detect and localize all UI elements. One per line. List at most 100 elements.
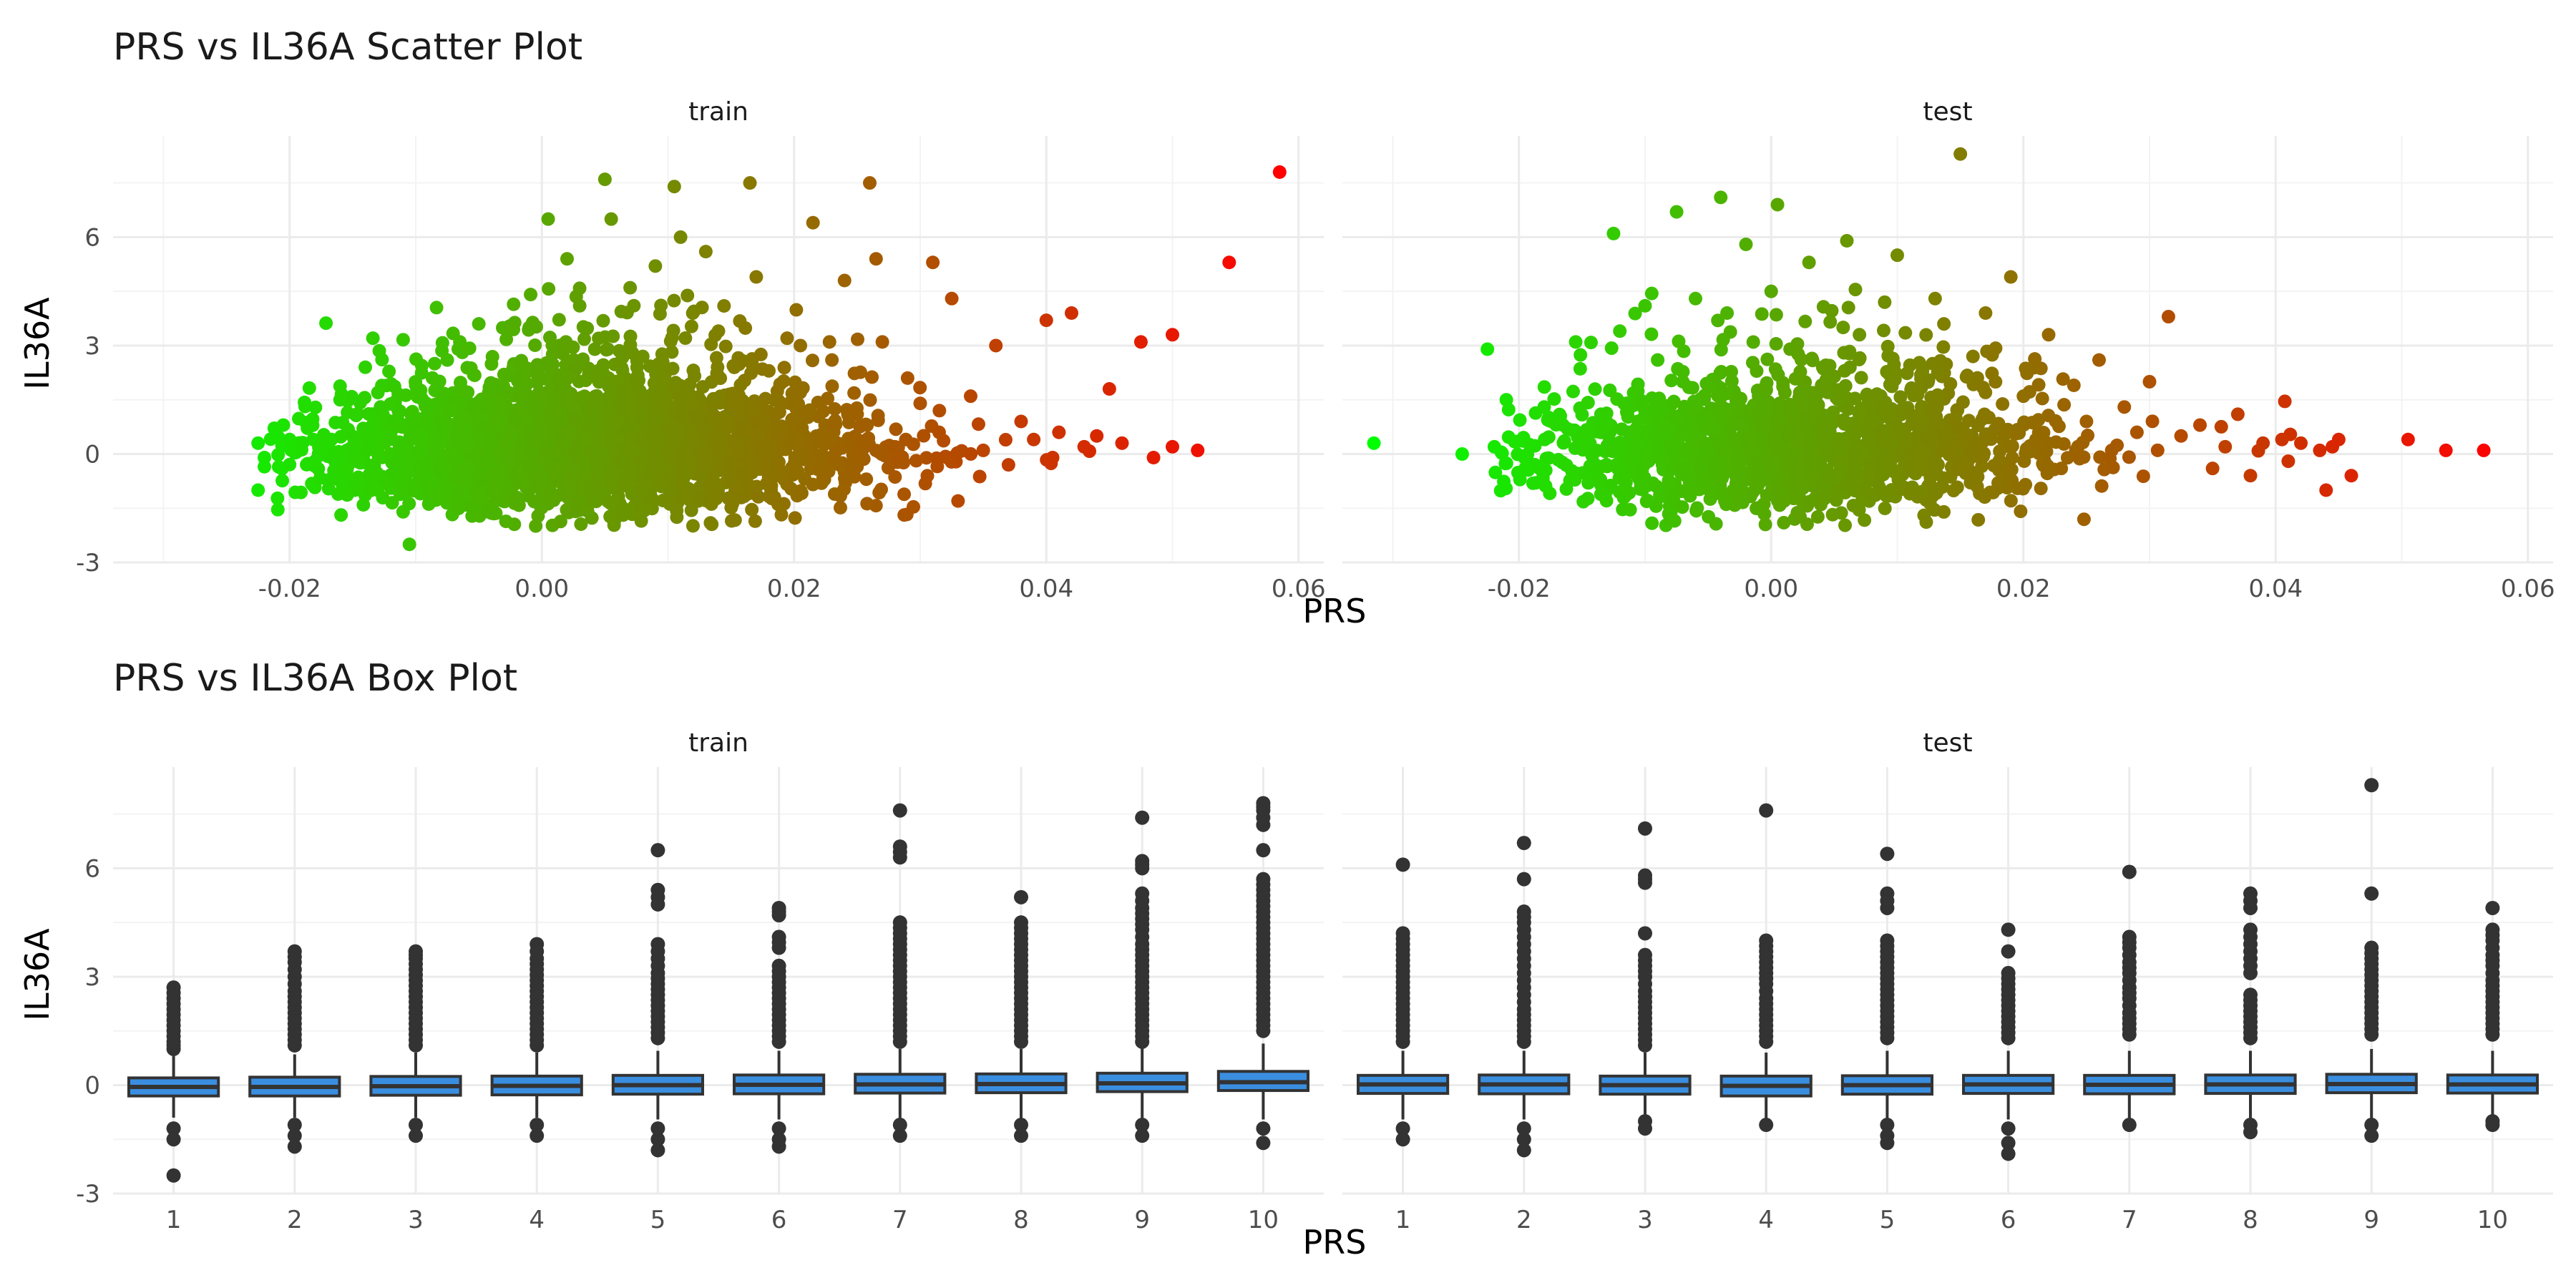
scatter-point <box>1843 360 1857 374</box>
scatter-point <box>1697 436 1712 450</box>
scatter-point <box>1933 353 1948 368</box>
scatter-point <box>345 389 359 404</box>
x-tick-label: 0.04 <box>1019 575 1073 603</box>
scatter-point <box>1665 442 1679 457</box>
outlier-point <box>1880 1025 1895 1040</box>
outlier-point <box>1638 872 1652 887</box>
scatter-point <box>776 465 791 479</box>
outlier-point <box>409 1022 423 1037</box>
outlier-point <box>2001 1003 2016 1018</box>
scatter-point <box>562 424 577 438</box>
scatter-point <box>2230 407 2245 421</box>
outlier-point <box>2364 1128 2379 1143</box>
outlier-point <box>409 1033 423 1048</box>
outlier-point <box>1516 965 1531 980</box>
scatter-point <box>859 417 873 431</box>
outlier-point <box>1638 1000 1652 1015</box>
scatter-point <box>1646 402 1661 416</box>
scatter-point <box>1757 441 1772 455</box>
scatter-point <box>686 364 701 378</box>
scatter-point <box>1090 429 1104 443</box>
scatter-point <box>1833 434 1847 449</box>
outlier-point <box>892 920 907 935</box>
scatter-point <box>771 455 786 469</box>
outlier-point <box>530 1011 545 1026</box>
outlier-point <box>892 942 907 957</box>
outlier-point <box>2485 927 2500 942</box>
scatter-point <box>251 436 265 450</box>
outlier-point <box>1638 989 1652 1004</box>
scatter-point <box>630 373 644 387</box>
outlier-point <box>166 1029 181 1044</box>
outlier-point <box>2243 944 2258 959</box>
x-tick-label: 9 <box>1134 1206 1150 1234</box>
box-test-10 <box>2446 900 2540 1133</box>
scatter-point <box>2057 398 2072 412</box>
outlier-point <box>1014 1018 1028 1033</box>
scatter-point <box>1918 448 1932 462</box>
scatter-point <box>732 445 746 459</box>
outlier-point <box>1759 1018 1774 1033</box>
scatter-point <box>1573 361 1587 376</box>
scatter-point <box>497 367 511 381</box>
outlier-point <box>2122 960 2137 975</box>
scatter-point <box>460 441 474 455</box>
scatter-point <box>382 364 396 379</box>
scatter-point <box>1843 346 1857 361</box>
scatter-point <box>917 429 931 443</box>
scatter-point <box>2019 361 2033 376</box>
scatter-point <box>477 474 492 488</box>
scatter-point <box>1903 408 1918 422</box>
scatter-point <box>384 447 398 461</box>
scatter-point <box>602 390 616 404</box>
scatter-point <box>1943 377 1958 391</box>
outlier-point <box>1135 857 1150 872</box>
scatter-point <box>557 439 572 454</box>
scatter-point <box>427 356 441 371</box>
scatter-point <box>1488 465 1503 479</box>
scatter-point <box>459 476 473 490</box>
scatter-point <box>1770 197 1785 212</box>
scatter-point <box>1672 334 1686 348</box>
x-tick-label: 6 <box>2001 1206 2016 1234</box>
box-test-1 <box>1356 857 1450 1147</box>
scatter-point <box>1888 365 1903 379</box>
scatter-point <box>673 230 688 244</box>
outlier-point <box>1256 1136 1271 1151</box>
scatter-point <box>574 517 588 531</box>
outlier-point <box>771 904 786 919</box>
outlier-point <box>1014 942 1028 957</box>
scatter-point <box>2076 435 2090 449</box>
scatter-point <box>411 447 425 462</box>
scatter-point <box>728 513 742 527</box>
scatter-point <box>2136 469 2150 484</box>
outlier-point <box>1759 960 1774 975</box>
y-tick-label: 6 <box>84 223 100 252</box>
scatter-point <box>681 486 696 500</box>
scatter-point <box>553 514 567 529</box>
outlier-point <box>287 1139 302 1154</box>
scatter-point <box>1575 408 1589 422</box>
scatter-point <box>620 306 634 320</box>
y-tick-label: 6 <box>84 854 100 883</box>
outlier-point <box>1135 964 1150 979</box>
outlier-point <box>650 1121 665 1136</box>
scatter-point <box>573 490 587 504</box>
scatter-point <box>951 494 965 508</box>
outlier-point <box>1880 971 1895 986</box>
outlier-point <box>1516 1121 1531 1136</box>
scatter-point <box>421 403 435 417</box>
scatter-point <box>930 451 944 465</box>
scatter-point <box>871 409 885 423</box>
box-train-6 <box>732 900 826 1154</box>
scatter-point <box>1724 364 1738 379</box>
scatter-point <box>2150 443 2165 457</box>
scatter-point <box>895 450 909 464</box>
scatter-point <box>1739 238 1753 252</box>
scatter-point <box>514 353 529 368</box>
outlier-point <box>1014 975 1028 990</box>
outlier-point <box>1638 953 1652 968</box>
scatter-point <box>419 468 434 482</box>
outlier-point <box>530 957 545 972</box>
